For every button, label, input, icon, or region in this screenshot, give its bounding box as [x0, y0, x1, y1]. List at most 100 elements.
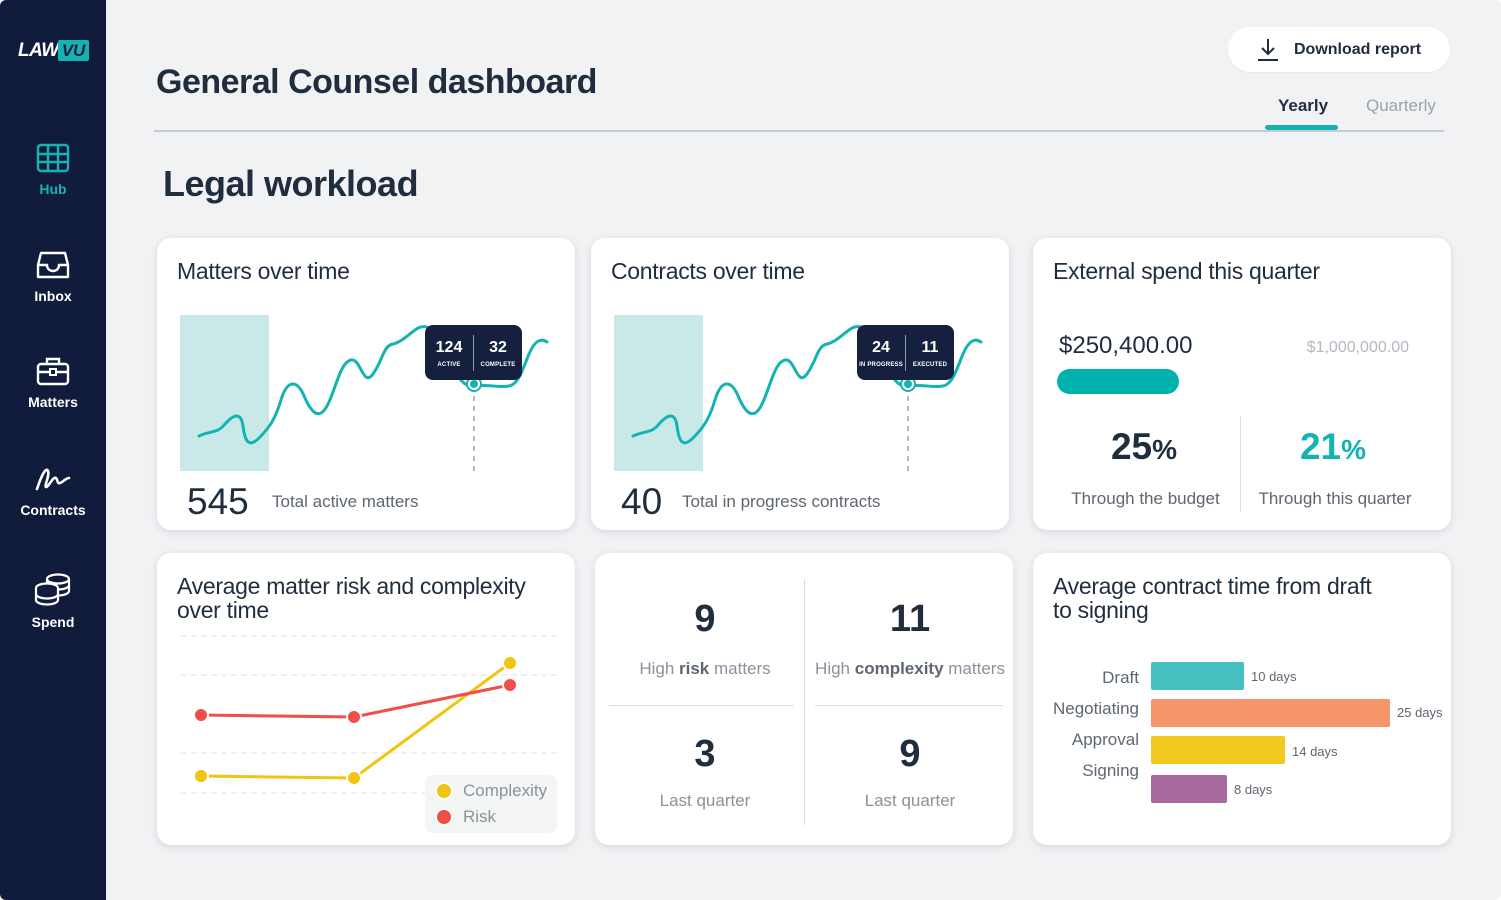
- stat-divider: [1240, 416, 1241, 512]
- main-content: General Counsel dashboard Download repor…: [106, 0, 1501, 900]
- bar-label-negotiating: Negotiating: [1052, 699, 1139, 718]
- signature-icon: [35, 468, 71, 491]
- budget-percent-value: 25: [1110, 426, 1153, 467]
- legend-risk: Risk: [437, 807, 496, 827]
- logo-badge: VU: [58, 40, 89, 61]
- quarter-percent: 21%: [1258, 426, 1408, 468]
- bar-value-draft: 10 days: [1251, 669, 1297, 684]
- card-title-line: over time: [177, 597, 269, 623]
- tab-yearly[interactable]: Yearly: [1278, 96, 1329, 115]
- executed-count: 11: [921, 339, 939, 356]
- bar-label-signing: Signing: [1082, 761, 1139, 780]
- sidebar-item-spend[interactable]: Spend: [0, 572, 106, 642]
- percent-sign: %: [1341, 434, 1367, 465]
- bar-value-approval: 14 days: [1292, 744, 1338, 759]
- label-text: High: [815, 659, 855, 678]
- sidebar-item-matters[interactable]: Matters: [0, 356, 106, 426]
- bar-label-draft: Draft: [1102, 668, 1139, 687]
- chart-legend: Complexity Risk: [425, 775, 557, 833]
- download-report-button[interactable]: Download report: [1228, 27, 1450, 72]
- sidebar-item-label: Inbox: [34, 288, 72, 304]
- budget-amount: $1,000,000.00: [1306, 339, 1409, 356]
- card-title: Matters over time: [177, 258, 350, 284]
- percent-sign: %: [1152, 434, 1178, 465]
- spend-progress-track: [1057, 369, 1423, 394]
- external-spend-card: External spend this quarter $250,400.00 …: [1033, 238, 1451, 530]
- label-emphasis: complexity: [854, 659, 944, 678]
- contracts-tooltip: 24 IN PROGRESS 11 EXECUTED: [857, 325, 954, 380]
- active-tab-indicator: [1265, 125, 1338, 130]
- horizontal-divider: [609, 705, 794, 706]
- high-complexity-value: 11: [889, 598, 931, 640]
- contracts-line: [631, 325, 983, 445]
- inbox-icon: [36, 251, 70, 279]
- card-title-line: to signing: [1053, 597, 1149, 623]
- page-title: General Counsel dashboard: [156, 63, 597, 101]
- sidebar-item-inbox[interactable]: Inbox: [0, 250, 106, 320]
- legend-label: Risk: [463, 807, 497, 826]
- label-text: matters: [943, 659, 1005, 678]
- budget-percent: 25%: [1069, 426, 1219, 468]
- bar-approval: [1151, 736, 1285, 764]
- bar-value-signing: 8 days: [1234, 782, 1273, 797]
- bar-draft: [1151, 662, 1244, 690]
- coins-icon: [34, 573, 71, 606]
- sidebar-item-label: Hub: [39, 181, 67, 197]
- contract-time-card: Average contract time from draft to sign…: [1033, 553, 1451, 845]
- sidebar-item-label: Matters: [28, 394, 78, 410]
- header-divider: [154, 130, 1444, 132]
- quarter-percent-label: Through this quarter: [1258, 489, 1412, 508]
- high-risk-label: High risk matters: [605, 659, 805, 679]
- active-label: ACTIVE: [437, 362, 461, 368]
- bar-label-approval: Approval: [1071, 730, 1139, 749]
- highlight-band: [180, 315, 269, 471]
- tab-quarterly[interactable]: Quarterly: [1366, 96, 1436, 115]
- label-text: matters: [709, 659, 771, 678]
- card-title: External spend this quarter: [1053, 258, 1320, 284]
- bar-signing: [1151, 775, 1227, 803]
- active-count: 124: [435, 339, 463, 356]
- high-risk-complexity-card: 9 High risk matters 11 High complexity m…: [595, 553, 1013, 845]
- quarter-percent-value: 21: [1299, 426, 1342, 467]
- contracts-sparkline: [614, 315, 983, 474]
- in-progress-count: 24: [872, 339, 890, 356]
- matters-line: [197, 325, 549, 445]
- executed-label: EXECUTED: [912, 362, 948, 368]
- download-icon: [1258, 38, 1278, 61]
- spend-progress-fill: [1057, 369, 1179, 394]
- tooltip-divider: [473, 335, 474, 371]
- sidebar: LAW VU Hub Inbox: [0, 0, 106, 900]
- card-title-line: Average contract time from draft: [1053, 573, 1372, 599]
- label-emphasis: risk: [679, 659, 710, 678]
- contracts-over-time-card: Contracts over time 24 IN PROGRESS 11 EX…: [591, 238, 1009, 530]
- complete-count: 32: [489, 339, 507, 356]
- total-matters-value: 545: [187, 481, 249, 522]
- label-text: High: [639, 659, 680, 678]
- logo-text: LAW: [18, 40, 59, 61]
- sidebar-item-contracts[interactable]: Contracts: [0, 464, 106, 534]
- high-risk-value: 9: [694, 598, 716, 640]
- vertical-divider: [804, 579, 805, 825]
- legend-label: Complexity: [463, 781, 548, 800]
- high-complexity-label: High complexity matters: [805, 659, 1013, 679]
- last-quarter-complexity-label: Last quarter: [864, 791, 956, 810]
- complexity-dot: [437, 784, 451, 798]
- sidebar-item-label: Contracts: [20, 502, 86, 518]
- spent-amount: $250,400.00: [1059, 332, 1193, 359]
- total-matters-label: Total active matters: [272, 492, 419, 511]
- sidebar-item-hub[interactable]: Hub: [0, 143, 106, 213]
- last-quarter-complexity-value: 9: [899, 733, 921, 775]
- section-title: Legal workload: [163, 163, 419, 204]
- briefcase-icon: [36, 357, 70, 386]
- card-title: Average contract time from draft to sign…: [1053, 574, 1372, 622]
- legend-complexity: Complexity: [437, 781, 547, 801]
- matters-over-time-card: Matters over time 124 ACTIVE 32 COMPLETE…: [157, 238, 575, 530]
- card-title-line: Average matter risk and complexity: [177, 573, 526, 599]
- matters-tooltip: 124 ACTIVE 32 COMPLETE: [425, 325, 522, 380]
- total-contracts-value: 40: [621, 481, 663, 522]
- lawvu-logo: LAW VU: [18, 40, 90, 62]
- download-report-label: Download report: [1294, 40, 1422, 58]
- bar-value-negotiating: 25 days: [1397, 705, 1443, 720]
- complete-label: COMPLETE: [480, 362, 516, 368]
- card-title: Contracts over time: [611, 258, 805, 284]
